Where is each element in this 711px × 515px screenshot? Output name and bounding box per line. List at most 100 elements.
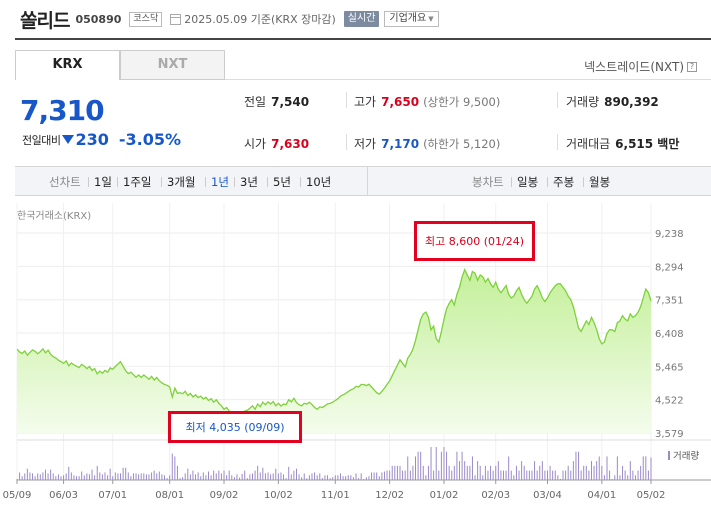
low-annotation-label: 최저 [185,421,206,434]
volume-bar [329,478,331,480]
volume-bar [127,472,129,480]
change-value: 230 [75,130,109,149]
candle-daily[interactable]: 일봉 [517,175,539,189]
volume-bar [156,473,158,480]
stat-open-value: 7,630 [271,137,310,151]
volume-bar [588,470,590,480]
candle-weekly[interactable]: 주봉 [553,175,575,189]
volume-bar [603,475,605,480]
volume-bar [508,456,510,480]
volume-bar [26,468,28,480]
volume-bar [585,465,587,480]
nextrade-link-label: 넥스트레이드(NXT) [584,60,684,74]
volume-bar [251,473,253,480]
volume-bar [254,470,256,480]
volume-bar [283,474,285,480]
volume-bar [487,470,489,480]
volume-bar [171,453,173,480]
y-tick-label: 9,238 [655,229,684,240]
volume-bar [526,470,528,480]
volume-bar [19,472,21,480]
volume-bar [122,467,124,480]
realtime-button[interactable]: 실시간 [343,11,380,27]
volume-bar [161,474,163,480]
x-tick-label: 08/01 [155,490,184,501]
volume-bar [236,474,238,480]
period-1w[interactable]: 1주일 [123,175,152,189]
calendar-icon [170,13,182,25]
volume-bar [202,472,204,480]
stat-open-label: 시가 [244,137,267,151]
volume-bar [417,451,419,480]
volume-bar [140,473,142,480]
volume-bar [285,478,287,480]
high-annotation-label: 최고 [424,235,446,248]
volume-bar [616,456,618,480]
volume-bar [47,473,49,480]
volume-bar [241,473,243,480]
volume-bar [546,470,548,480]
period-1d[interactable]: 1일 [94,175,112,189]
stat-low-label: 저가 [354,137,377,151]
toolbar-separator [161,177,162,187]
nextrade-link[interactable]: 넥스트레이드(NXT) ? [584,58,697,75]
stat-volume-value: 890,392 [604,95,659,109]
y-tick-label: 7,351 [655,296,684,307]
candle-monthly[interactable]: 월봉 [589,175,611,189]
volume-bar [104,472,106,480]
volume-bar [609,470,611,480]
volume-bar [402,470,404,480]
volume-bar [130,476,132,480]
volume-bar [433,470,435,480]
toolbar-separator [267,177,268,187]
stat-volume: 거래량 890,392 [566,93,659,110]
x-tick-label: 03/04 [533,490,562,501]
volume-bar [345,476,347,480]
low-annotation-value: 4,035 (09/09) [209,420,285,434]
volume-bar [352,477,354,480]
volume-bar [55,476,57,480]
volume-bar [412,465,414,480]
market-badge: 코스닥 [129,11,163,27]
period-1y[interactable]: 1년 [211,175,229,189]
volume-bar [461,451,463,480]
tab-nxt[interactable]: NXT [120,50,225,80]
volume-bar [246,478,248,480]
volume-bar [534,461,536,480]
volume-bar [145,474,147,480]
period-5y[interactable]: 5년 [273,175,291,189]
volume-bar [179,478,181,480]
volume-bar [334,475,336,480]
stat-high: 고가 7,650 (상한가 9,500) [354,93,500,110]
volume-bar [187,468,189,480]
volume-bar [78,476,80,480]
x-tick-label: 02/03 [481,490,510,501]
volume-bar [562,470,564,480]
volume-bar [495,465,497,480]
volume-bar [314,472,316,480]
volume-bar [88,474,90,480]
volume-bar [207,471,209,480]
tab-krx[interactable]: KRX [15,50,120,80]
volume-bar [158,471,160,480]
period-10y[interactable]: 10년 [306,175,332,189]
volume-bar [378,476,380,480]
volume-bar [528,470,530,480]
volume-bar [510,470,512,480]
company-overview-dropdown[interactable]: 기업개요 ▼ [384,11,439,27]
volume-bar [293,470,295,480]
volume-bar [448,465,450,480]
volume-bar [164,475,166,480]
volume-bar [399,465,401,480]
volume-bar [94,475,96,480]
volume-bar [244,470,246,480]
volume-bar [386,470,388,480]
period-3m[interactable]: 3개월 [167,175,196,189]
period-3y[interactable]: 3년 [240,175,258,189]
volume-bar [371,472,373,480]
volume-bar [505,470,507,480]
toolbar-separator [117,177,118,187]
candle-chart-label: 봉차트 [472,175,504,189]
help-icon[interactable]: ? [687,61,697,72]
volume-bar [262,467,264,480]
